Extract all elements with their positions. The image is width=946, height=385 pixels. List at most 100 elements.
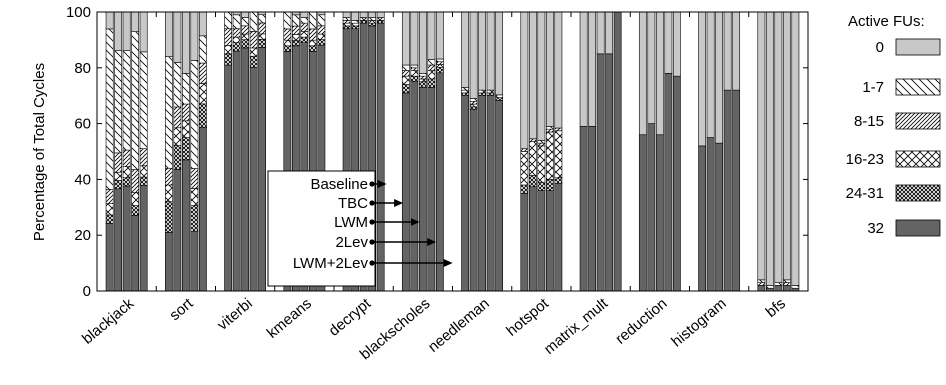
y-tick-label: 20 [74, 227, 91, 244]
bar-segment [520, 184, 529, 194]
bar-segment [131, 31, 140, 170]
bar-segment [427, 70, 436, 80]
bar-segment [105, 28, 114, 190]
bar-segment [291, 25, 300, 35]
bar-segment [418, 81, 427, 88]
bar-segment [291, 34, 300, 41]
legend-title: Active FUs: [848, 13, 925, 30]
bar-segment [478, 11, 487, 91]
bar-segment [122, 177, 131, 187]
bar-segment [638, 134, 647, 292]
bar-segment [757, 285, 766, 292]
bar-segment [317, 14, 326, 27]
bar-segment [122, 166, 131, 179]
y-tick-label: 80 [74, 60, 91, 77]
bar-segment [579, 11, 588, 127]
bar-segment [427, 64, 436, 71]
bar-segment [232, 14, 241, 30]
bar-segment [435, 66, 444, 74]
bar-segment [774, 285, 783, 292]
bar-segment [613, 11, 622, 292]
bar-segment [164, 184, 173, 203]
bar-segment [427, 87, 436, 292]
bar-segment [114, 152, 123, 173]
bar-segment [181, 120, 190, 138]
bar-segment [427, 78, 436, 88]
bar-segment [164, 167, 173, 186]
bar-segment [359, 17, 368, 21]
bar-segment [173, 106, 182, 129]
bar-segment [486, 89, 495, 94]
bar-segment [308, 39, 317, 47]
bar-segment [342, 25, 351, 30]
bar-segment [723, 11, 732, 91]
plot-area [97, 12, 808, 291]
bar-segment [131, 192, 140, 206]
bar-segment [401, 75, 410, 85]
bar-segment [258, 22, 267, 35]
bar-segment [300, 22, 309, 32]
bar-segment [232, 36, 241, 43]
bar-segment [241, 17, 250, 27]
bar-segment [410, 81, 419, 292]
bar-segment [401, 64, 410, 71]
bar-segment [368, 17, 377, 21]
category-label: needleman [425, 295, 493, 356]
bar-segment [554, 177, 563, 184]
bar-segment [258, 14, 267, 24]
bar-segment [359, 20, 368, 24]
bar-segment [308, 11, 317, 30]
y-tick-label: 100 [66, 4, 91, 21]
bar-segment [258, 39, 267, 48]
bar-segment [554, 130, 563, 179]
legend-label: 8-15 [854, 113, 884, 130]
bar-segment [190, 205, 199, 232]
bar-segment [368, 11, 377, 18]
bar-segment [596, 53, 605, 292]
bar-segment [198, 62, 207, 84]
bar-segment [224, 28, 233, 46]
bar-segment [300, 31, 309, 38]
bar-segment [139, 11, 148, 53]
bar-segment [114, 50, 123, 154]
bar-segment [122, 11, 131, 51]
bar-segment [249, 55, 258, 68]
plot-background [97, 12, 808, 291]
bar-segment [190, 230, 199, 292]
category-label: kmeans [264, 295, 315, 342]
bar-segment [139, 165, 148, 178]
bar-segment [782, 11, 791, 281]
bar-segment [181, 137, 190, 161]
bar-segment [520, 193, 529, 292]
bar-segment [198, 127, 207, 292]
bar-segment [782, 279, 791, 283]
bar-segment [418, 73, 427, 77]
category-label: sort [166, 295, 197, 325]
bar-segment [401, 11, 410, 66]
bar-segment [342, 17, 351, 21]
bar-segment [114, 180, 123, 190]
bar-segment [528, 138, 537, 142]
bar-segment [520, 151, 529, 186]
bar-segment [757, 279, 766, 283]
bar-segment [461, 92, 470, 97]
legend-swatch [895, 219, 941, 237]
bar-segment [732, 11, 741, 91]
bar-segment [241, 47, 250, 292]
bar-segment [647, 123, 656, 292]
bar-segment [495, 94, 504, 98]
bar-segment [418, 87, 427, 292]
legend-label: 0 [876, 39, 884, 56]
bar-segment [105, 214, 114, 224]
scheme-arrow-head [443, 259, 453, 267]
bar-segment [164, 11, 173, 57]
bar-segment [461, 89, 470, 94]
legend-swatch [895, 184, 941, 202]
bar-segment [486, 11, 495, 91]
legend-swatch [895, 112, 941, 130]
bar-segment [376, 17, 385, 21]
bar-segment [164, 56, 173, 169]
bar-segment [774, 282, 783, 286]
bar-segment [376, 11, 385, 18]
bar-segment [317, 33, 326, 40]
